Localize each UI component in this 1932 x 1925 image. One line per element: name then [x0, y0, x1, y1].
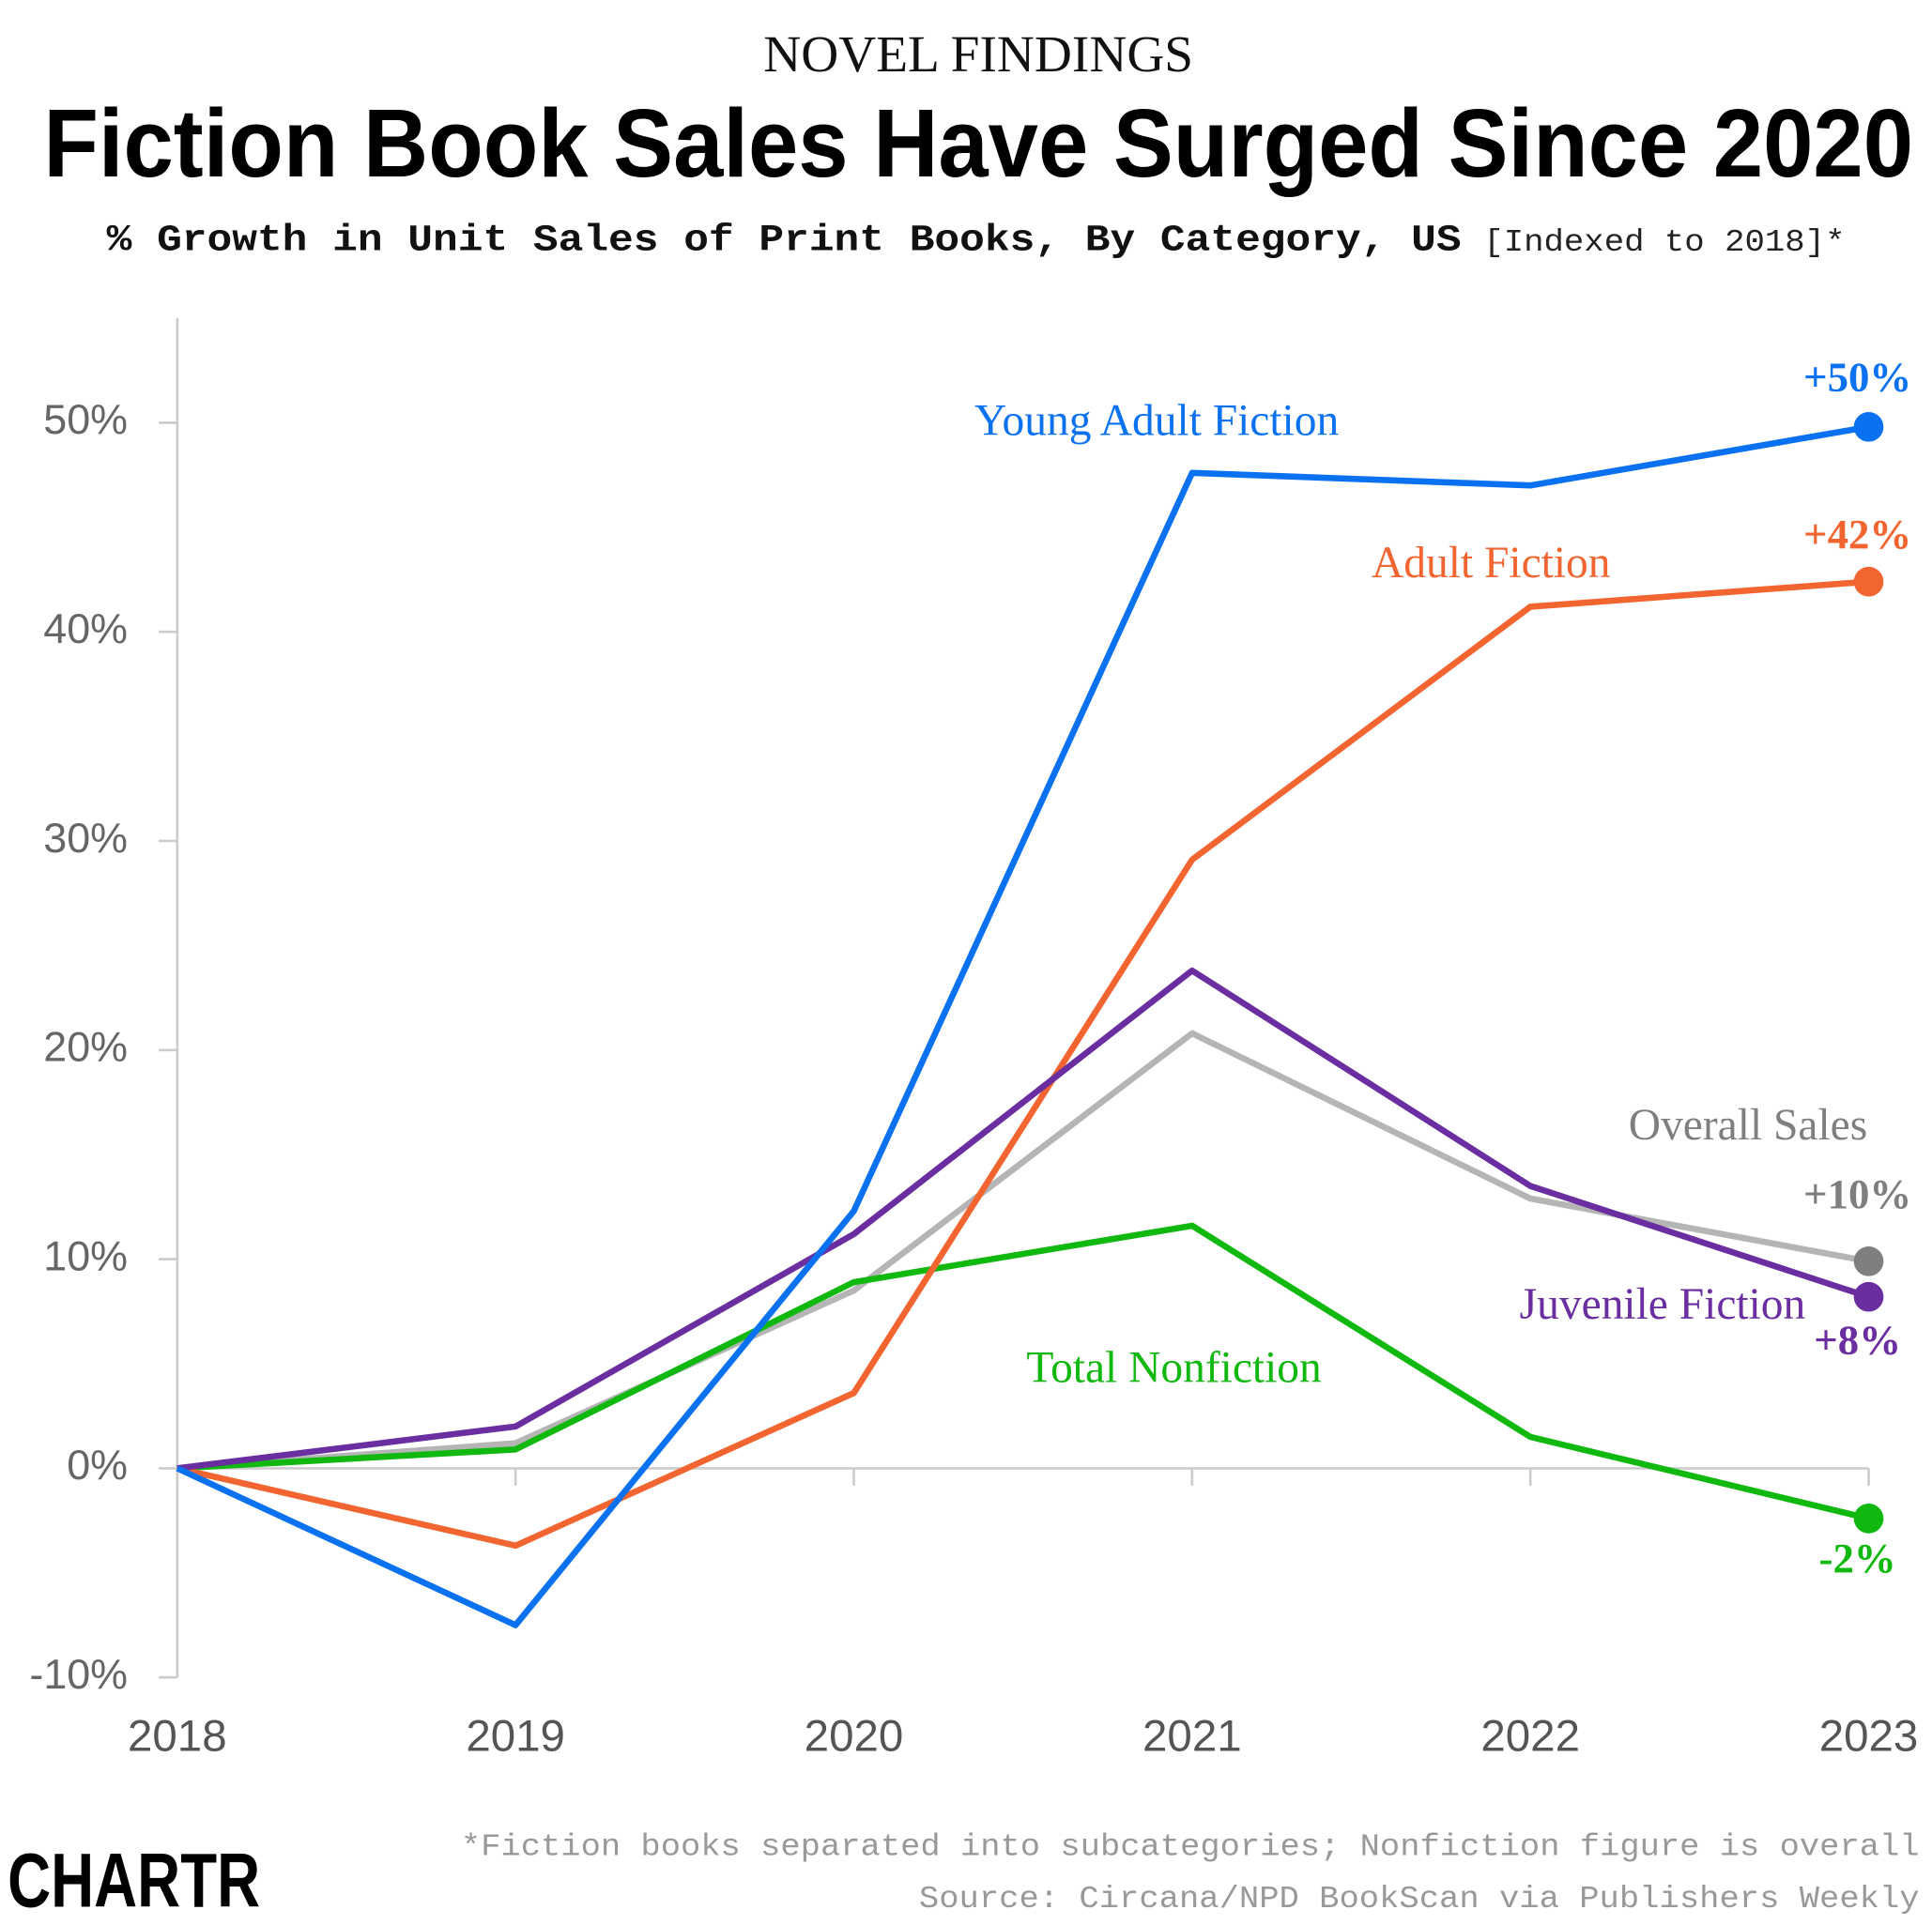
end-point: [1853, 1281, 1884, 1312]
end-point: [1853, 566, 1884, 597]
subtitle-note: [Indexed to 2018]*: [1483, 225, 1845, 260]
end-point: [1853, 412, 1884, 442]
y-tick-label: 10%: [43, 1231, 128, 1279]
kicker: NOVEL FINDINGS: [763, 25, 1193, 83]
series-line: [176, 578, 1869, 1550]
footnote: *Fiction books separated into subcategor…: [461, 1830, 1920, 1865]
x-tick-label: 2021: [1142, 1712, 1242, 1762]
end-point: [1853, 1504, 1884, 1534]
series-line: [176, 967, 1870, 1472]
value-label: +8%: [1814, 1317, 1901, 1364]
series-line: [176, 423, 1870, 1628]
brand-logo: CHARTR: [8, 1839, 260, 1924]
series-line: [176, 1222, 1870, 1522]
value-label: +10%: [1803, 1170, 1911, 1217]
x-tick-label: 2018: [128, 1712, 227, 1762]
x-tick-label: 2022: [1480, 1712, 1580, 1762]
end-point: [1853, 1245, 1884, 1276]
source: Source: Circana/NPD BookScan via Publish…: [919, 1882, 1920, 1917]
value-label: +50%: [1803, 354, 1911, 401]
series-label: Adult Fiction: [1372, 539, 1611, 588]
series-label: Young Adult Fiction: [974, 396, 1339, 445]
x-tick-label: 2019: [466, 1712, 565, 1762]
value-label: -2%: [1819, 1535, 1896, 1581]
y-tick-label: 30%: [43, 814, 128, 862]
y-tick-label: 50%: [43, 395, 128, 443]
y-tick-label: 0%: [67, 1441, 128, 1489]
series-label: Overall Sales: [1629, 1101, 1867, 1150]
series-label: Juvenile Fiction: [1520, 1280, 1806, 1329]
series-line: [176, 1030, 1870, 1472]
x-tick-label: 2020: [805, 1712, 904, 1762]
y-tick-label: 20%: [43, 1023, 128, 1071]
chart-title: Fiction Book Sales Have Surged Since 202…: [43, 89, 1913, 197]
subtitle: % Growth in Unit Sales of Print Books, B…: [107, 219, 1462, 261]
x-tick-label: 2023: [1819, 1712, 1919, 1762]
value-label: +42%: [1803, 511, 1911, 558]
y-tick-label: -10%: [29, 1650, 128, 1698]
y-tick-label: 40%: [43, 604, 128, 652]
series-label: Total Nonfiction: [1026, 1343, 1322, 1392]
